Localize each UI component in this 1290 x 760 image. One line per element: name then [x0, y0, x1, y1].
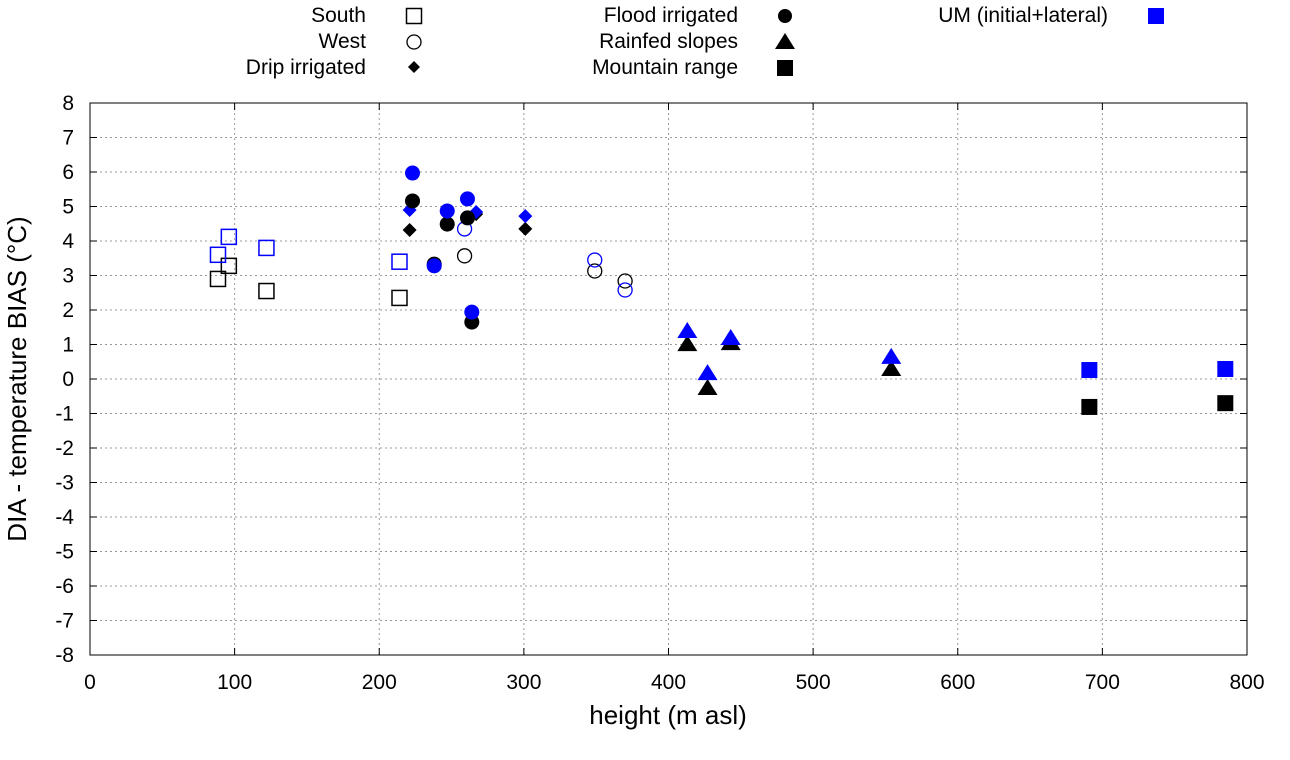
- y-tick-label: 6: [62, 161, 74, 184]
- point-west-um: [617, 282, 633, 298]
- x-tick-label: 500: [796, 671, 831, 694]
- point-flood-irrigated-um: [405, 165, 421, 181]
- point-rainfed-slopes-um: [697, 364, 718, 381]
- y-tick-label: -5: [55, 541, 74, 564]
- y-tick-label: 2: [62, 299, 74, 322]
- x-tick-label: 0: [84, 671, 96, 694]
- point-south-um: [220, 228, 238, 246]
- x-tick-label: 100: [217, 671, 252, 694]
- legend-label: South: [311, 4, 366, 27]
- point-south-observed: [391, 289, 408, 307]
- legend-label: Drip irrigated: [246, 56, 366, 79]
- y-tick-label: 4: [62, 230, 74, 253]
- point-south-um: [209, 246, 227, 264]
- point-drip-irrigated-observed: [518, 221, 533, 236]
- y-tick-label: -3: [55, 472, 74, 495]
- point-south-observed: [220, 257, 238, 275]
- point-south-observed: [209, 270, 227, 288]
- point-flood-irrigated-observed: [439, 216, 455, 232]
- point-mountain-range-observed: [1081, 398, 1098, 415]
- y-axis-label: DIA - temperature BIAS (°C): [2, 216, 32, 541]
- point-rainfed-slopes-observed: [697, 378, 718, 395]
- legend-open-square-icon: [405, 7, 423, 25]
- point-rainfed-slopes-um: [881, 347, 902, 364]
- point-rainfed-slopes-um: [720, 328, 741, 345]
- legend-label: UM (initial+lateral): [938, 4, 1108, 27]
- point-flood-irrigated-um: [459, 191, 475, 207]
- y-tick-label: -8: [55, 644, 74, 667]
- x-tick-label: 600: [940, 671, 975, 694]
- legend-label: West: [319, 30, 367, 53]
- y-tick-label: 5: [62, 196, 74, 219]
- y-tick-label: 7: [62, 127, 74, 150]
- point-rainfed-slopes-observed: [677, 335, 698, 352]
- point-rainfed-slopes-um: [677, 322, 698, 339]
- legend-square-icon: [777, 60, 793, 76]
- point-west-um: [587, 252, 603, 268]
- y-tick-label: -4: [55, 506, 74, 529]
- legend-label: Rainfed slopes: [599, 30, 738, 53]
- x-tick-label: 300: [506, 671, 541, 694]
- point-south-um: [258, 239, 275, 257]
- x-tick-label: 700: [1085, 671, 1120, 694]
- point-south-observed: [258, 282, 275, 300]
- y-tick-label: 8: [62, 92, 74, 115]
- y-tick-label: 3: [62, 265, 74, 288]
- point-west-observed: [587, 263, 603, 279]
- y-tick-label: 1: [62, 334, 74, 357]
- data-points: [209, 165, 1234, 415]
- point-south-um: [391, 253, 408, 270]
- grid: [90, 103, 1247, 655]
- x-tick-label: 200: [362, 671, 397, 694]
- legend-circle-icon: [778, 9, 792, 23]
- point-flood-irrigated-um: [439, 203, 455, 219]
- legend-label: Flood irrigated: [604, 4, 738, 27]
- point-flood-irrigated-um: [464, 304, 480, 320]
- axis-ticks: 0 100 200 300 400 500 600 700 800 8 7 6 5 4 3 2 1 0 -1 -2 -3…: [55, 92, 1264, 694]
- legend: South West Drip irrigated Flood irrigated Ra…: [246, 4, 1164, 79]
- point-mountain-range-observed: [1217, 395, 1234, 412]
- legend-diamond-icon: [408, 61, 420, 73]
- point-flood-irrigated-observed: [405, 193, 421, 209]
- legend-label: Mountain range: [592, 56, 738, 79]
- point-flood-irrigated-observed: [459, 210, 475, 226]
- point-mountain-range-um: [1217, 360, 1234, 377]
- point-rainfed-slopes-observed: [881, 359, 902, 376]
- point-west-observed: [617, 273, 633, 289]
- x-tick-label: 800: [1229, 671, 1264, 694]
- point-mountain-range-um: [1081, 362, 1098, 379]
- x-tick-label: 400: [651, 671, 686, 694]
- y-tick-label: -2: [55, 437, 74, 460]
- point-drip-irrigated-observed: [402, 222, 417, 237]
- legend-open-circle-icon: [406, 34, 422, 50]
- point-flood-irrigated-um: [426, 258, 442, 274]
- y-tick-label: -1: [55, 403, 74, 426]
- y-tick-label: -7: [55, 610, 74, 633]
- x-axis-label: height (m asl): [589, 700, 747, 730]
- y-tick-label: -6: [55, 575, 74, 598]
- y-tick-label: 0: [62, 368, 74, 391]
- point-drip-irrigated-um: [518, 209, 533, 224]
- point-west-observed: [456, 248, 473, 264]
- legend-triangle-icon: [775, 33, 795, 49]
- legend-square-icon: [1148, 8, 1164, 24]
